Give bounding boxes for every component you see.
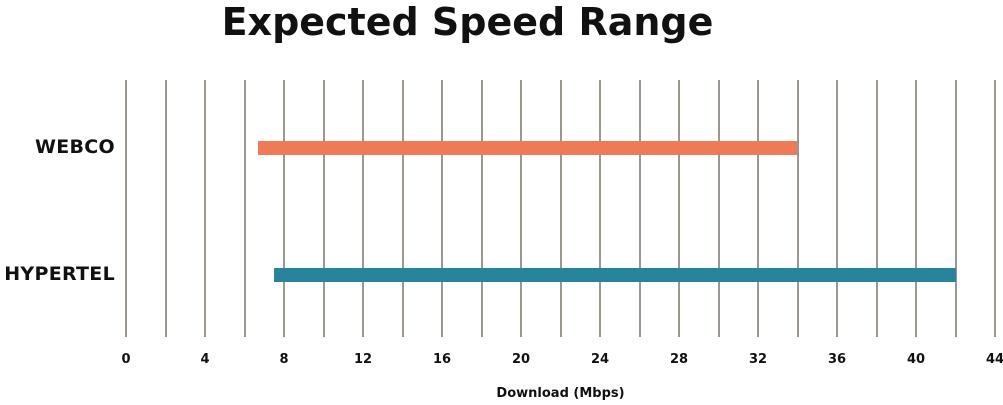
gridline (441, 80, 443, 337)
range-bar-webco (258, 140, 798, 155)
gridline (125, 80, 127, 337)
x-tick-label: 44 (985, 352, 1003, 367)
gridline (796, 80, 799, 337)
category-label-webco: WEBCO (34, 135, 115, 158)
gridline (954, 80, 957, 337)
gridline (243, 80, 246, 337)
gridline (520, 80, 522, 337)
category-label-hypertel: HYPERTEL (4, 263, 115, 285)
gridline (757, 80, 759, 337)
gridline (915, 80, 917, 337)
x-tick-label: 8 (279, 352, 289, 367)
gridline (362, 80, 364, 337)
plot-area (125, 80, 996, 337)
x-tick-label: 28 (669, 352, 689, 367)
x-tick-label: 0 (121, 352, 131, 367)
x-tick-label: 40 (906, 352, 926, 367)
gridline (638, 80, 641, 337)
gridline (401, 80, 404, 337)
gridline (599, 80, 601, 337)
gridline (559, 80, 562, 337)
gridline (717, 80, 720, 337)
gridline (678, 80, 680, 337)
gridline (283, 80, 285, 337)
chart-title: Expected Speed Range (221, 0, 714, 44)
gridline (994, 80, 996, 337)
x-tick-label: 12 (353, 352, 373, 367)
gridline (836, 80, 838, 337)
x-tick-label: 24 (590, 352, 610, 367)
gridline (164, 80, 167, 337)
gridline (322, 80, 325, 337)
x-tick-label: 4 (200, 352, 210, 367)
x-axis-title: Download (Mbps) (496, 386, 625, 401)
gridline (875, 80, 878, 337)
range-bar-hypertel (274, 268, 956, 282)
x-tick-label: 20 (511, 352, 531, 367)
x-tick-label: 36 (827, 352, 847, 367)
gridline (480, 80, 483, 337)
x-tick-label: 32 (748, 352, 768, 367)
gridline (204, 80, 206, 337)
x-tick-label: 16 (432, 352, 452, 367)
